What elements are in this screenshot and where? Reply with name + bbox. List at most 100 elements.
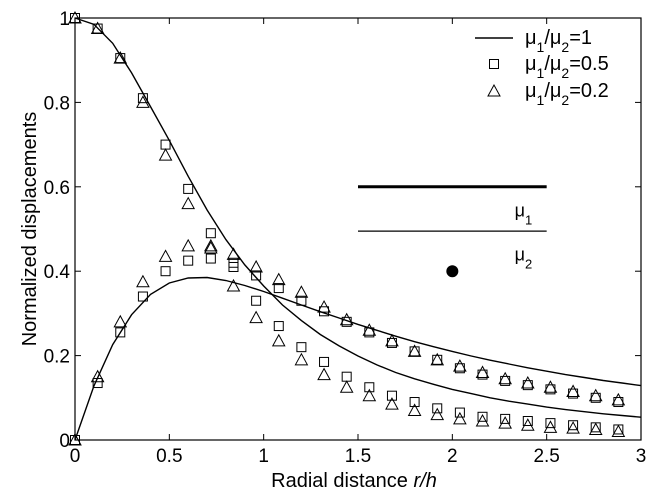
triangle-marker	[566, 384, 580, 397]
triangle-marker	[407, 344, 422, 357]
square-marker	[137, 93, 148, 104]
y-tick-label: 0.6	[44, 178, 70, 199]
square-marker	[319, 356, 330, 367]
x-tick-label: 0	[70, 446, 81, 467]
legend-entry-label: μ1/μ2=0.2	[525, 80, 609, 108]
square-marker	[205, 253, 216, 264]
square-marker	[296, 295, 307, 306]
triangle-marker	[113, 51, 128, 64]
square-marker	[160, 139, 171, 150]
inset-diagram: μ1 μ2	[358, 185, 547, 278]
triangle-marker	[453, 359, 467, 372]
square-marker	[183, 183, 194, 194]
triangle-marker	[588, 422, 603, 435]
x-tick-label: 1.5	[345, 446, 371, 467]
triangle-marker	[407, 403, 422, 416]
series-line	[74, 17, 642, 418]
square-marker	[183, 255, 194, 266]
triangle-marker	[90, 369, 105, 383]
square-marker	[205, 228, 216, 239]
square-marker	[386, 390, 397, 401]
triangle-marker	[475, 413, 490, 427]
triangle-marker	[317, 367, 331, 381]
triangle-marker	[158, 148, 173, 161]
inset-label-mu2: μ2	[515, 245, 533, 272]
triangle-marker	[453, 411, 467, 425]
y-tick-label: 0	[59, 431, 70, 452]
x-tick-label: 2	[447, 446, 458, 467]
triangle-marker	[566, 421, 580, 434]
square-marker	[409, 397, 420, 408]
triangle-marker	[158, 249, 173, 262]
square-marker	[137, 291, 148, 302]
square-marker	[477, 411, 488, 422]
x-tick-label: 1	[258, 446, 269, 467]
triangle-marker	[520, 375, 535, 389]
square-marker	[454, 407, 465, 418]
square-marker	[296, 342, 307, 353]
square-marker	[545, 418, 556, 429]
inset-label-mu1: μ1	[515, 200, 533, 227]
triangle-marker	[271, 333, 286, 347]
square-marker	[489, 59, 499, 69]
triangle-marker	[487, 83, 501, 97]
y-axis-label: Normalized displacements	[19, 112, 41, 347]
series-line	[74, 276, 642, 441]
triangle-marker	[385, 333, 399, 347]
square-marker	[160, 266, 171, 277]
triangle-marker	[249, 310, 263, 324]
square-marker	[115, 327, 126, 338]
triangle-marker	[181, 238, 196, 252]
y-tick-label: 0.2	[44, 347, 70, 368]
square-marker	[341, 371, 352, 382]
triangle-marker	[294, 285, 309, 298]
triangle-marker	[498, 416, 513, 429]
square-marker	[92, 378, 103, 389]
triangle-marker	[317, 300, 331, 313]
triangle-marker	[543, 420, 558, 433]
triangle-marker	[339, 312, 354, 326]
triangle-marker	[203, 238, 218, 252]
triangle-marker	[294, 352, 309, 366]
square-marker	[251, 295, 262, 306]
triangle-marker	[385, 397, 399, 410]
triangle-marker	[498, 371, 513, 385]
triangle-marker	[611, 392, 626, 406]
x-tick-label: 0.5	[156, 446, 182, 467]
triangle-marker	[475, 365, 490, 378]
triangle-marker	[588, 388, 603, 402]
square-marker	[273, 321, 284, 332]
triangle-marker	[68, 10, 82, 24]
square-marker	[432, 403, 443, 414]
x-axis-label: Radial distance r/h	[271, 470, 437, 492]
triangle-marker	[520, 418, 535, 431]
x-tick-label: 2.5	[533, 446, 559, 467]
triangle-marker	[339, 380, 354, 393]
square-marker	[500, 413, 511, 424]
legend-entry-label: μ1/μ2=1	[525, 27, 592, 55]
y-tick-label: 0.4	[44, 262, 71, 283]
source-point	[446, 265, 459, 278]
triangle-marker	[181, 196, 196, 210]
triangle-marker	[203, 240, 218, 254]
triangle-marker	[226, 247, 241, 260]
triangle-marker	[90, 21, 105, 35]
triangle-marker	[430, 352, 445, 366]
triangle-marker	[136, 274, 150, 288]
legend-entry-label: μ1/μ2=0.5	[525, 53, 609, 81]
triangle-marker	[430, 407, 445, 421]
plot-series	[68, 10, 642, 446]
triangle-marker	[249, 259, 263, 273]
triangle-marker	[543, 380, 558, 393]
triangle-marker	[113, 314, 128, 328]
square-marker	[273, 283, 284, 294]
triangle-marker	[136, 95, 150, 108]
square-marker	[364, 382, 375, 393]
square-marker	[568, 420, 579, 431]
triangle-marker	[271, 272, 286, 286]
y-tick-label: 1	[59, 9, 70, 30]
square-marker	[228, 257, 239, 268]
x-tick-label: 3	[636, 446, 647, 467]
axis-labels: Radial distance r/h Normalized displaceme…	[19, 112, 437, 492]
